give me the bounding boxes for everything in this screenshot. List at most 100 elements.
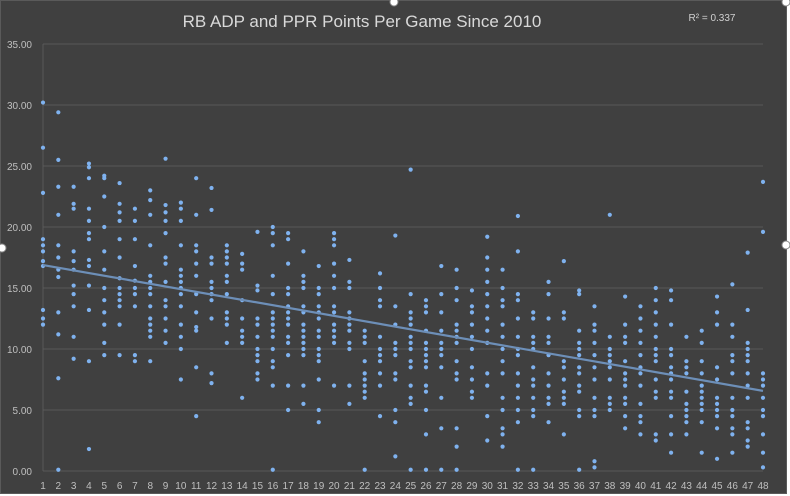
data-point bbox=[194, 176, 199, 181]
data-point bbox=[163, 316, 168, 321]
data-point bbox=[347, 257, 352, 263]
data-point bbox=[638, 340, 643, 345]
data-point bbox=[653, 334, 658, 339]
data-point bbox=[408, 292, 413, 297]
data-point bbox=[684, 407, 689, 413]
data-point bbox=[500, 432, 505, 437]
data-point bbox=[423, 383, 429, 388]
data-point bbox=[347, 383, 352, 388]
data-point bbox=[270, 383, 275, 388]
data-point bbox=[117, 255, 122, 260]
data-point bbox=[745, 438, 750, 443]
data-point bbox=[362, 359, 367, 364]
data-point bbox=[531, 414, 536, 419]
data-point bbox=[469, 310, 475, 315]
resize-handle-top-right[interactable] bbox=[781, 0, 790, 7]
data-point bbox=[561, 365, 566, 370]
data-point bbox=[194, 212, 199, 217]
data-point bbox=[163, 210, 168, 215]
data-point bbox=[240, 340, 245, 345]
data-point bbox=[546, 383, 551, 388]
data-point bbox=[745, 346, 750, 352]
data-point bbox=[163, 340, 168, 345]
data-point bbox=[485, 279, 490, 284]
data-point bbox=[362, 389, 367, 394]
data-point bbox=[270, 243, 275, 248]
data-point bbox=[178, 267, 183, 272]
data-point bbox=[331, 231, 337, 236]
data-point bbox=[377, 271, 383, 276]
data-point bbox=[255, 316, 260, 321]
data-point bbox=[714, 407, 720, 413]
data-point bbox=[194, 310, 199, 315]
data-point bbox=[240, 316, 245, 321]
data-point bbox=[607, 401, 612, 406]
data-point bbox=[86, 446, 92, 452]
data-point bbox=[316, 346, 321, 352]
data-point bbox=[301, 401, 306, 406]
data-point bbox=[316, 316, 321, 321]
data-point bbox=[653, 359, 658, 364]
data-point bbox=[194, 328, 199, 333]
data-point bbox=[408, 316, 413, 321]
data-point bbox=[178, 346, 183, 352]
data-point bbox=[546, 334, 551, 339]
data-point bbox=[270, 467, 275, 472]
data-point bbox=[362, 334, 367, 339]
data-point bbox=[531, 467, 536, 472]
data-point bbox=[423, 467, 429, 472]
data-point bbox=[224, 316, 229, 321]
data-point bbox=[224, 261, 229, 266]
data-point bbox=[638, 328, 643, 333]
x-tick-label: 25 bbox=[405, 481, 417, 492]
data-point bbox=[454, 267, 459, 272]
data-point bbox=[224, 255, 229, 260]
data-point bbox=[760, 450, 766, 455]
data-point bbox=[194, 249, 199, 254]
data-point bbox=[515, 249, 520, 254]
data-point bbox=[745, 359, 750, 364]
data-point bbox=[439, 365, 444, 370]
data-point bbox=[148, 328, 153, 333]
data-point bbox=[255, 288, 260, 293]
data-point bbox=[347, 285, 352, 291]
resize-handle-left[interactable] bbox=[0, 243, 7, 253]
data-point bbox=[86, 161, 92, 166]
data-point bbox=[623, 322, 628, 327]
data-point bbox=[684, 389, 689, 394]
data-point bbox=[377, 371, 383, 376]
x-tick-label: 33 bbox=[528, 481, 540, 492]
data-point bbox=[163, 261, 168, 266]
resize-handle-right[interactable] bbox=[781, 240, 790, 250]
data-point bbox=[668, 389, 674, 394]
data-point bbox=[699, 371, 704, 376]
data-point bbox=[331, 322, 337, 327]
data-point bbox=[178, 206, 183, 211]
data-point bbox=[255, 334, 260, 339]
data-point bbox=[71, 292, 76, 297]
data-point bbox=[454, 298, 459, 303]
data-point bbox=[699, 340, 704, 345]
data-point bbox=[71, 356, 76, 361]
data-point bbox=[760, 407, 766, 413]
data-point bbox=[638, 420, 643, 425]
data-point bbox=[699, 420, 704, 425]
y-tick-label: 15.00 bbox=[7, 284, 32, 295]
x-tick-label: 15 bbox=[252, 481, 264, 492]
data-point bbox=[577, 328, 582, 333]
data-point bbox=[286, 310, 291, 315]
data-point bbox=[240, 267, 245, 272]
data-point bbox=[485, 267, 490, 272]
data-point bbox=[362, 467, 367, 472]
data-point bbox=[132, 353, 138, 358]
data-point bbox=[577, 288, 582, 293]
x-tick-label: 30 bbox=[482, 481, 494, 492]
data-point bbox=[730, 322, 735, 327]
data-point bbox=[331, 285, 337, 291]
x-tick-label: 8 bbox=[147, 481, 153, 492]
data-point bbox=[668, 450, 674, 455]
data-point bbox=[224, 249, 229, 254]
data-point bbox=[301, 340, 306, 345]
resize-handle-top[interactable] bbox=[389, 0, 399, 7]
